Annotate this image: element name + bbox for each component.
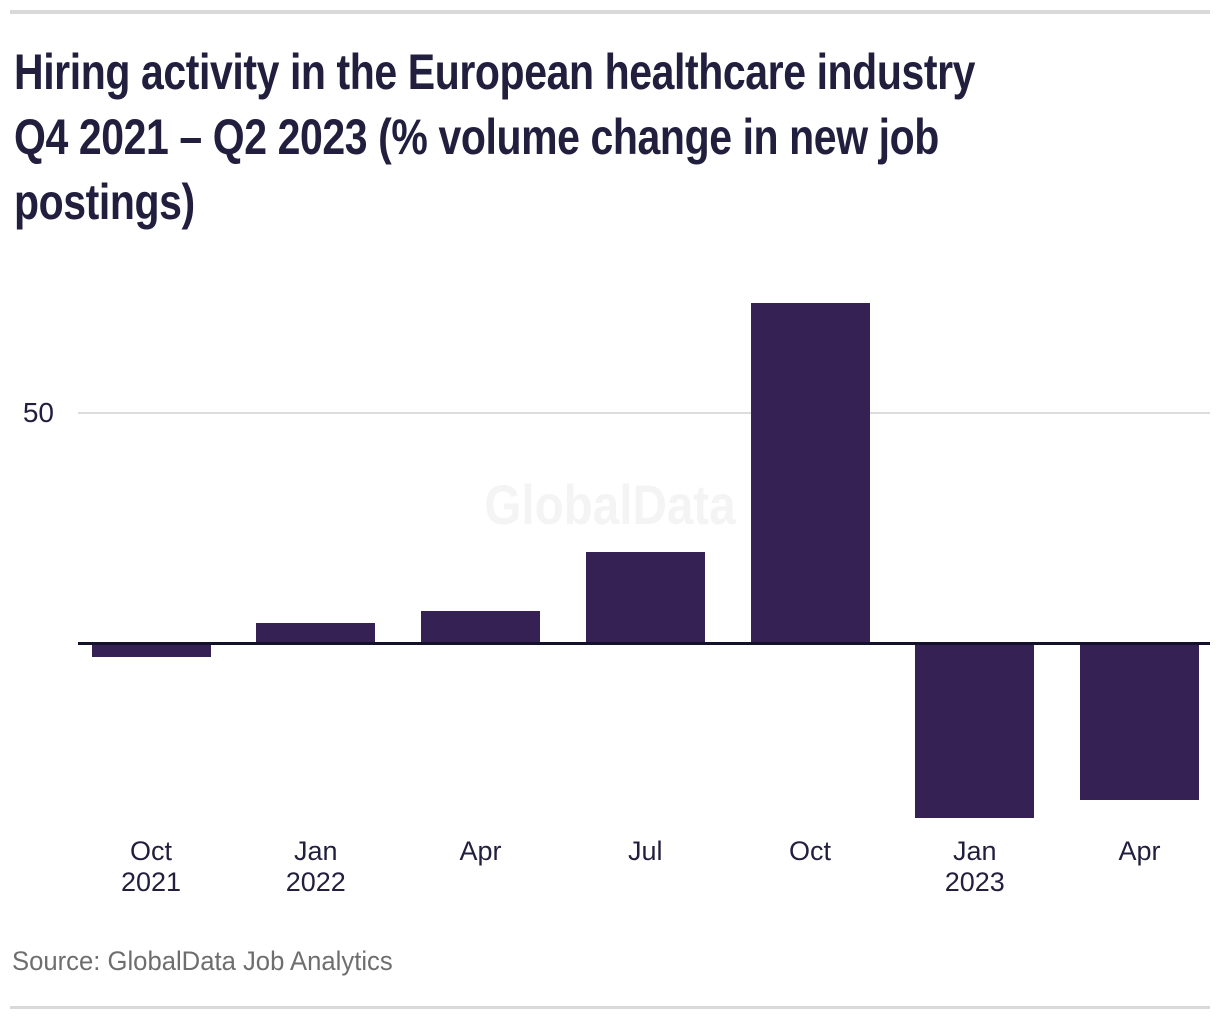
x-axis-zero-line [78,642,1210,645]
bar-jul-2022 [585,551,705,644]
x-tick-label-jul-2022: Jul [627,836,663,866]
top-divider [10,10,1210,14]
watermark: GlobalData [484,473,736,536]
bar-jan-2022 [256,622,376,644]
bar-jan-2023 [915,643,1035,819]
bottom-divider [10,1006,1210,1009]
chart-title: Hiring activity in the European healthca… [14,44,976,230]
x-tick-label-jan-2023: Jan 2023 [944,836,1005,897]
x-tick-label-oct-2021: Oct 2021 [120,836,182,897]
bar-apr-2022 [421,611,540,644]
y-axis-tick-50: 50 [22,397,54,428]
gridline-50 [78,412,1210,414]
bar-oct-2022 [750,303,870,644]
x-tick-label-jan-2022: Jan 2022 [285,836,346,897]
x-tick-label-apr-2023: Apr [1118,836,1161,866]
bar-oct-2021 [91,643,211,658]
source-note: Source: GlobalData Job Analytics [12,946,393,976]
bar-apr-2023 [1080,643,1199,800]
x-tick-label-oct-2022: Oct [788,836,831,866]
x-tick-label-apr-2022: Apr [459,836,502,866]
